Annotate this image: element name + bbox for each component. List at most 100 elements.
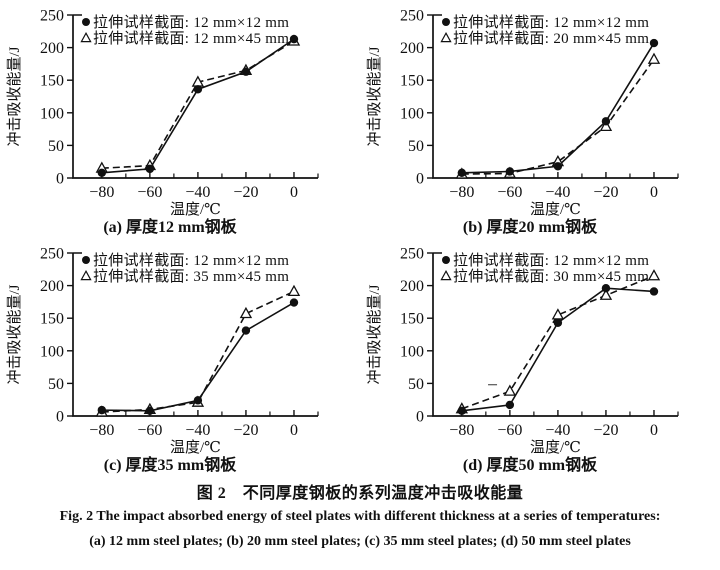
y-tick-label: 150	[400, 311, 424, 328]
chart-b-svg: 0 50 100 150 200 250 −80 −60 −40 −20 0 温度/℃ 冲击吸收能量/J…	[366, 8, 679, 236]
y-tick-label: 250	[40, 8, 64, 25]
data-point-open-triangle	[239, 306, 253, 319]
x-tick-label: −40	[185, 422, 210, 439]
x-tick-label: −60	[137, 422, 162, 439]
x-tick-label: 0	[290, 422, 298, 439]
y-tick-label: 0	[56, 171, 64, 188]
legend-marker-open-triangle	[80, 31, 92, 43]
y-tick-label: 150	[40, 73, 64, 90]
y-tick-label: 150	[400, 73, 424, 90]
x-axis-title: 温度/℃	[530, 439, 581, 456]
data-point-open-triangle	[599, 119, 613, 132]
legend-marker-filled-circle	[442, 18, 450, 26]
y-tick-label: 150	[40, 311, 64, 328]
data-point-filled-circle	[649, 287, 659, 296]
subplot-caption: (b) 厚度20 mm钢板	[463, 217, 598, 236]
legend-marker-open-triangle	[440, 31, 452, 43]
x-tick-label: −80	[89, 184, 114, 201]
chart-a-svg: 0 50 100 150 200 250 −80 −60 −40 −20 0 温度/℃ 冲击吸收能量/J…	[6, 8, 319, 236]
subplot-c-35mm: 0 50 100 150 200 250 −80 −60 −40 −20 0 温度/℃ 冲击吸收能量/J…	[0, 238, 360, 478]
data-point-filled-circle	[289, 34, 299, 44]
y-tick-label: 200	[40, 278, 64, 295]
series-2-line	[461, 275, 655, 410]
figure-caption-subplot-list: (a) 12 mm steel plates; (b) 20 mm steel …	[89, 534, 631, 549]
series-1-line	[101, 301, 295, 412]
x-tick-label: −20	[593, 184, 618, 201]
y-axis-title: 冲击吸收能量/J	[366, 46, 383, 146]
y-tick-label: 0	[56, 409, 64, 426]
data-point-filled-circle	[601, 117, 611, 126]
data-point-open-triangle	[287, 284, 301, 297]
data-point-filled-circle	[601, 284, 611, 293]
data-point-open-triangle	[503, 384, 517, 396]
data-point-filled-circle	[649, 38, 659, 48]
data-point-filled-circle	[241, 67, 251, 76]
data-point-filled-circle	[97, 168, 107, 177]
series-2-line	[101, 40, 295, 170]
data-point-filled-circle	[145, 164, 155, 174]
legend-label: 拉伸试样截面: 12 mm×45 mm	[93, 30, 289, 47]
x-tick-label: −20	[593, 422, 618, 439]
subplot-caption: (a) 厚度12 mm钢板	[103, 217, 237, 236]
y-tick-label: 0	[416, 409, 424, 426]
y-tick-label: 250	[400, 8, 424, 25]
y-tick-label: 0	[416, 171, 424, 188]
x-tick-label: −40	[545, 422, 570, 439]
legend-marker-filled-circle	[82, 256, 90, 264]
series-2-line	[101, 290, 295, 413]
x-tick-label: −60	[497, 422, 522, 439]
legend-marker-open-triangle	[80, 269, 92, 281]
x-tick-label: −80	[449, 184, 474, 201]
y-tick-label: 250	[40, 246, 64, 263]
figure-caption-block: 图 2 不同厚度钢板的系列温度冲击吸收能量 Fig. 2 The impact …	[0, 483, 720, 554]
data-point-open-triangle	[647, 52, 661, 64]
chart-c-svg: 0 50 100 150 200 250 −80 −60 −40 −20 0 温度/℃ 冲击吸收能量/J…	[6, 246, 319, 474]
x-tick-label: −20	[233, 422, 258, 439]
legend-label: 拉伸试样截面: 20 mm×45 mm	[453, 30, 649, 47]
data-point-filled-circle	[241, 326, 251, 335]
y-tick-label: 100	[400, 343, 424, 360]
legend-label: 拉伸试样截面: 12 mm×12 mm	[93, 14, 289, 31]
legend-label: 拉伸试样截面: 12 mm×12 mm	[93, 252, 289, 269]
series-1-line	[461, 42, 655, 174]
x-tick-label: −40	[545, 184, 570, 201]
legend-marker-filled-circle	[442, 256, 450, 264]
figure-caption-chinese: 图 2 不同厚度钢板的系列温度冲击吸收能量	[196, 485, 524, 502]
data-point-open-triangle	[647, 269, 661, 281]
legend-marker-open-triangle	[440, 269, 452, 281]
data-point-filled-circle	[457, 406, 467, 415]
y-tick-label: 100	[40, 343, 64, 360]
y-tick-label: 250	[400, 246, 424, 263]
series-1-line	[101, 38, 295, 174]
x-axis-title: 温度/℃	[170, 439, 221, 456]
subplot-d-50mm: 0 50 100 150 200 250 −80 −60 −40 −20 0 温度/℃ 冲击吸收能量/J…	[360, 238, 720, 478]
legend-label: 拉伸试样截面: 12 mm×12 mm	[453, 252, 649, 269]
y-tick-label: 50	[408, 376, 424, 393]
data-point-filled-circle	[505, 167, 515, 176]
data-point-open-triangle	[599, 288, 613, 300]
y-tick-label: 100	[40, 105, 64, 122]
x-tick-label: −40	[185, 184, 210, 201]
series-1-line	[461, 287, 655, 412]
legend-label: 拉伸试样截面: 35 mm×45 mm	[93, 268, 289, 285]
y-axis-title: 冲击吸收能量/J	[366, 284, 383, 384]
x-axis-title: 温度/℃	[170, 201, 221, 218]
data-point-filled-circle	[505, 400, 515, 410]
subplot-b-20mm: 0 50 100 150 200 250 −80 −60 −40 −20 0 温度/℃ 冲击吸收能量/J…	[360, 0, 720, 240]
x-tick-label: −80	[449, 422, 474, 439]
legend-marker-filled-circle	[82, 18, 90, 26]
x-tick-label: −80	[89, 422, 114, 439]
x-tick-label: 0	[650, 184, 658, 201]
subplot-a-12mm: 0 50 100 150 200 250 −80 −60 −40 −20 0 温度/℃ 冲击吸收能量/J…	[0, 0, 360, 240]
subplot-caption: (c) 厚度35 mm钢板	[104, 455, 237, 474]
figure-caption-english: Fig. 2 The impact absorbed energy of ste…	[59, 509, 661, 524]
data-point-filled-circle	[193, 396, 203, 405]
data-point-filled-circle	[553, 318, 563, 327]
x-tick-label: −20	[233, 184, 258, 201]
legend-label: 拉伸试样截面: 30 mm×45 mm	[453, 268, 649, 285]
legend-label: 拉伸试样截面: 12 mm×12 mm	[453, 14, 649, 31]
y-axis-title: 冲击吸收能量/J	[6, 284, 23, 384]
y-tick-label: 200	[400, 278, 424, 295]
data-point-filled-circle	[145, 406, 155, 415]
